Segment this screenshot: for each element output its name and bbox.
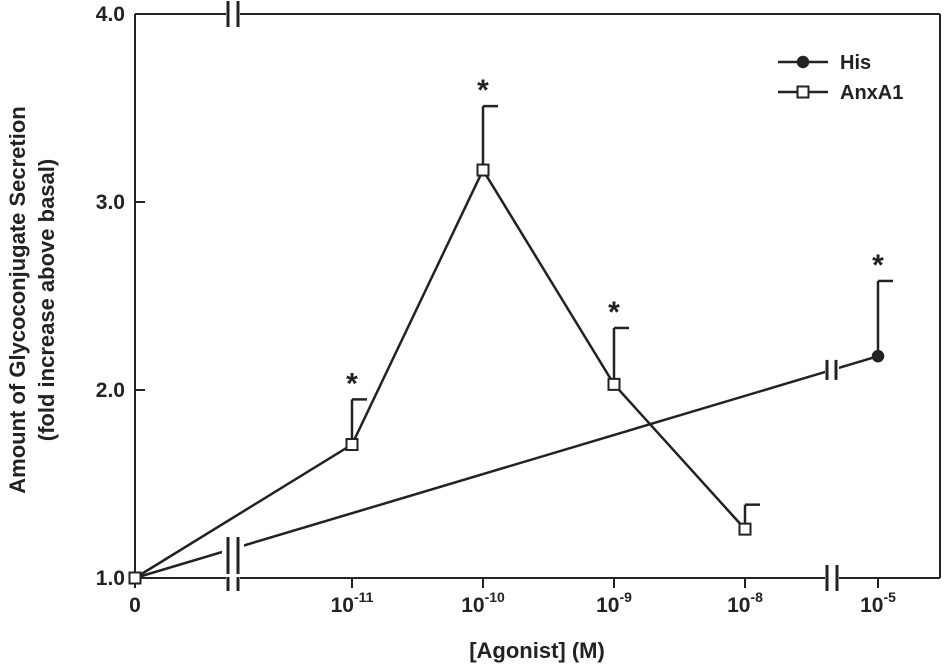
- x-tick-label: 10-8: [727, 589, 763, 617]
- data-point-anxa1: [476, 163, 490, 177]
- y-tick-label: 2.0: [96, 379, 125, 402]
- data-point-his: [871, 349, 885, 363]
- data-point-anxa1: [128, 571, 142, 585]
- significance-star: *: [608, 296, 620, 329]
- legend-label: His: [840, 52, 871, 74]
- significance-star: *: [346, 367, 358, 400]
- line-break-gap-left: [222, 535, 244, 577]
- data-point-anxa1: [345, 438, 359, 452]
- data-point-anxa1: [607, 377, 621, 391]
- x-tick-label: 0: [129, 594, 141, 617]
- labels-layer: Amount of Glycoconjugate Secretion (fold…: [5, 3, 896, 663]
- y-tick-label: 4.0: [96, 3, 125, 26]
- data-point-anxa1: [738, 522, 752, 536]
- legend: His AnxA1: [778, 52, 903, 104]
- legend-marker-his: [796, 55, 810, 69]
- legend-marker-anxa1: [796, 85, 810, 99]
- x-tick-label: 10-5: [860, 589, 896, 617]
- y-tick-label: 1.0: [96, 567, 125, 590]
- significance-star: *: [872, 249, 884, 282]
- series-line-anxa1: [134, 167, 746, 580]
- legend-label: AnxA1: [840, 82, 903, 104]
- y-axis-title-line1: Amount of Glycoconjugate Secretion: [5, 106, 30, 493]
- x-axis-title: [Agonist] (M): [469, 638, 605, 663]
- x-tick-label: 10-11: [331, 589, 374, 617]
- axes: [134, 0, 941, 592]
- x-tick-label: 10-10: [461, 589, 505, 617]
- y-tick-label: 3.0: [96, 191, 125, 214]
- series-line-his: [134, 354, 879, 580]
- y-axis-title-line2: (fold increase above basal): [34, 159, 59, 441]
- significance-star: *: [477, 74, 489, 107]
- x-tick-label: 10-9: [596, 589, 632, 617]
- series-layer: [128, 104, 893, 585]
